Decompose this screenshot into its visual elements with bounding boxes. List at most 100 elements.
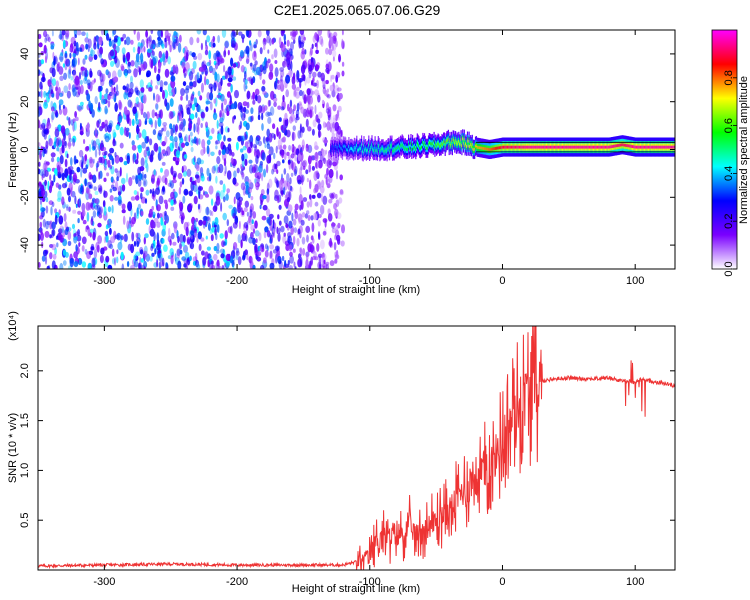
heatmap-cell: [287, 204, 293, 213]
heatmap-cell: [80, 168, 83, 178]
heatmap-cell: [110, 176, 114, 183]
heatmap-cell: [45, 34, 50, 42]
heatmap-cell: [179, 34, 182, 43]
heatmap-cell: [186, 168, 192, 177]
ridge-cell: [669, 145, 671, 149]
ridge-cell: [498, 146, 500, 150]
heatmap-cell: [44, 55, 48, 64]
ridge-cell: [582, 145, 584, 149]
heatmap-cell: [118, 115, 123, 123]
heatmap-cell: [330, 122, 333, 128]
heatmap-cell: [68, 140, 71, 150]
heatmap-cell: [204, 251, 209, 260]
heatmap-cell: [57, 61, 61, 69]
heatmap-cell: [242, 146, 247, 151]
heatmap-cell: [219, 117, 224, 124]
heatmap-cell: [316, 192, 322, 199]
heatmap-cell: [253, 164, 259, 174]
heatmap-cell: [335, 114, 338, 122]
ridge-cell: [561, 145, 563, 149]
heatmap-cell: [185, 260, 189, 269]
heatmap-cell: [75, 231, 79, 236]
heatmap-cell: [261, 151, 266, 161]
heatmap-cell: [119, 156, 124, 163]
heatmap-cell: [127, 201, 133, 212]
heatmap-cell: [307, 155, 312, 165]
heatmap-cell: [221, 102, 224, 111]
heatmap-cell: [137, 203, 142, 210]
heatmap-cell: [180, 95, 183, 101]
heatmap-cell: [145, 30, 149, 38]
heatmap-cell: [40, 51, 45, 56]
heatmap-cell: [51, 221, 56, 230]
heatmap-cell: [320, 72, 326, 82]
heatmap-cell: [79, 122, 82, 131]
heatmap-cell: [82, 167, 88, 174]
heatmap-cell: [268, 251, 274, 260]
heatmap-cell: [266, 230, 271, 238]
ridge-cell: [478, 146, 480, 149]
heatmap-cell: [130, 196, 136, 201]
heatmap-cell: [127, 99, 132, 108]
heatmap-cell: [146, 111, 150, 120]
heatmap-cell: [329, 32, 333, 38]
heatmap-cell: [184, 141, 190, 147]
heatmap-cell: [78, 72, 82, 80]
heatmap-cell: [115, 124, 120, 131]
heatmap-cell: [311, 90, 315, 95]
heatmap-cell: [71, 69, 77, 76]
heatmap-cell: [314, 183, 319, 193]
heatmap-cell: [182, 81, 187, 87]
heatmap-cell: [341, 70, 345, 77]
heatmap-cell: [208, 65, 213, 72]
heatmap-cell: [88, 143, 92, 153]
ridge-cell: [330, 148, 332, 152]
heatmap-cell: [235, 141, 239, 151]
ridge-cell: [408, 147, 410, 150]
heatmap-cell: [66, 153, 69, 159]
heatmap-cell: [151, 178, 155, 183]
heatmap-cell: [263, 37, 266, 43]
heatmap-cell: [266, 34, 271, 44]
heatmap-cell: [257, 30, 262, 38]
heatmap-cell: [292, 248, 296, 253]
ridge-cell: [520, 145, 522, 149]
ridge-cell: [446, 139, 448, 143]
ridge-cell: [575, 145, 577, 149]
heatmap-cell: [70, 76, 74, 81]
heatmap-cell: [119, 142, 124, 149]
heatmap-cell: [330, 193, 335, 200]
ridge-cell: [434, 145, 436, 149]
heatmap-cell: [146, 162, 149, 173]
heatmap-cell: [116, 256, 119, 264]
heatmap-cell: [39, 198, 43, 205]
heatmap-cell: [104, 159, 107, 169]
heatmap-cell: [266, 182, 270, 192]
heatmap-cell: [191, 52, 196, 58]
heatmap-cell: [116, 90, 120, 96]
ridge-cell: [560, 145, 562, 149]
ridge-cell: [591, 145, 594, 149]
ridge-cell: [486, 147, 488, 151]
heatmap-cell: [322, 262, 328, 269]
heatmap-cell: [68, 117, 71, 126]
heatmap-cell: [216, 259, 220, 267]
heatmap-cell: [266, 143, 271, 150]
heatmap-cell: [132, 46, 136, 53]
ridge-cell: [647, 145, 649, 149]
ridge-cell: [375, 149, 377, 153]
heatmap-cell: [114, 234, 120, 240]
heatmap-cell: [111, 248, 115, 257]
heatmap-cell: [238, 220, 241, 230]
heatmap-cell: [67, 166, 71, 175]
heatmap-cell: [273, 163, 276, 170]
ridge-cell: [583, 145, 585, 149]
heatmap-cell: [210, 198, 214, 206]
ridge-cell: [365, 147, 367, 151]
heatmap-cell: [58, 99, 64, 106]
heatmap-cell: [254, 88, 260, 96]
heatmap-cell: [141, 129, 147, 139]
heatmap-cell: [300, 64, 306, 75]
heatmap-cell: [284, 117, 289, 127]
heatmap-cell: [175, 150, 181, 159]
